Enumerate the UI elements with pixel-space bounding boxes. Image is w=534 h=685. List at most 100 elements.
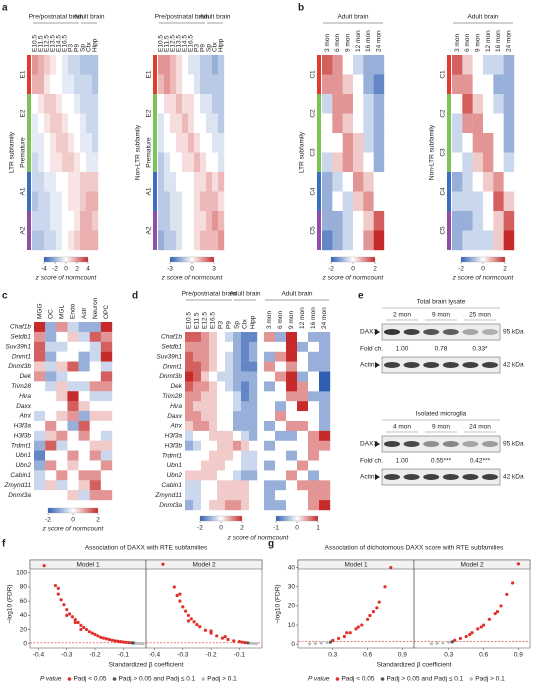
heatmap-cell xyxy=(206,172,213,192)
colorbar-tick-label: 0 xyxy=(190,266,194,273)
x-tick-label: -0.4 xyxy=(149,652,161,659)
heatmap-cell xyxy=(503,55,515,75)
y-axis-label: LTR subfamily xyxy=(9,131,16,173)
heatmap-cell xyxy=(56,172,63,192)
heatmap-cell xyxy=(233,490,242,501)
heatmap-cell xyxy=(363,172,374,192)
heatmap-cell xyxy=(67,440,79,451)
heatmap-cell xyxy=(353,230,364,251)
heatmap-cell xyxy=(158,74,165,95)
heatmap-cell xyxy=(185,351,194,362)
heatmap-cell xyxy=(264,401,276,412)
heatmap-cell xyxy=(332,230,343,251)
heatmap-cell xyxy=(363,94,374,114)
y-tick-label: 0 xyxy=(23,640,27,647)
column-label: Endo xyxy=(70,303,77,319)
heatmap-cell xyxy=(373,152,385,173)
heatmap-cell xyxy=(297,401,309,412)
heatmap-cell xyxy=(209,351,218,362)
heatmap-cell xyxy=(188,152,195,173)
heatmap-cell xyxy=(86,133,93,153)
heatmap-cell xyxy=(264,470,276,481)
heatmap-cell xyxy=(217,490,226,501)
heatmap-cell xyxy=(342,113,354,134)
heatmap-cell xyxy=(38,211,45,231)
heatmap-cell xyxy=(275,341,287,352)
row-label: Chaf1b xyxy=(10,324,31,331)
colorbar-tick-label: 0 xyxy=(71,517,75,524)
heatmap-cell xyxy=(193,440,202,451)
point xyxy=(198,625,202,629)
heatmap-cell xyxy=(56,411,68,422)
heatmap-cell xyxy=(241,430,250,441)
heatmap-cell xyxy=(363,74,374,95)
point xyxy=(135,641,140,645)
heatmap-cell xyxy=(78,322,90,333)
column-label: 12 mon xyxy=(485,30,492,52)
column-label: Sp xyxy=(234,321,241,329)
heatmap-cell xyxy=(34,341,46,352)
heatmap-cell xyxy=(201,470,210,481)
colorbar-caption: z score of normcount xyxy=(161,275,224,282)
heatmap-cell xyxy=(212,191,219,212)
heatmap-cell xyxy=(56,351,68,362)
heatmap-cell xyxy=(218,152,225,173)
heatmap-cell xyxy=(308,450,320,461)
y-tick-label: 40 xyxy=(20,612,28,619)
band-name: DAXX xyxy=(360,329,378,336)
colorbar xyxy=(275,515,319,522)
heatmap-cell xyxy=(164,191,171,212)
heatmap-cell xyxy=(86,172,93,192)
x-tick-label: -0.1 xyxy=(234,652,246,659)
point xyxy=(360,623,364,627)
y-tick-label: 60 xyxy=(20,598,28,605)
band-size: 95 kDa xyxy=(503,441,524,448)
x-tick-label: -0.2 xyxy=(205,652,217,659)
cluster-bar xyxy=(27,55,31,94)
heatmap-cell xyxy=(462,74,473,95)
heatmap-cell xyxy=(225,371,234,382)
heatmap-cell xyxy=(68,230,75,251)
heatmap-cell xyxy=(275,371,287,382)
heatmap-cell xyxy=(218,211,225,231)
column-label: 6 mon xyxy=(334,34,341,52)
heatmap-cell xyxy=(353,94,364,114)
heatmap-cell xyxy=(209,500,218,511)
legend-label: Padj > 0.1 xyxy=(207,676,237,683)
row-label: Setdb1 xyxy=(161,344,182,351)
heatmap-cell xyxy=(225,421,234,432)
group-label: Adult brain xyxy=(281,291,312,298)
heatmap-cell xyxy=(241,500,250,511)
heatmap-cell xyxy=(194,211,201,231)
heatmap-cell xyxy=(34,450,46,461)
point xyxy=(251,641,256,646)
heatmap-cell xyxy=(158,113,165,134)
heatmap-cell xyxy=(225,470,234,481)
column-label: P9 xyxy=(74,44,81,52)
heatmap-cell xyxy=(212,113,219,134)
heatmap-cell xyxy=(503,74,515,95)
y-tick-label: 0 xyxy=(291,641,295,648)
point xyxy=(138,641,142,646)
heatmap-cell xyxy=(56,191,63,212)
heatmap-cell xyxy=(332,152,343,173)
heatmap-cell xyxy=(201,490,210,501)
cluster-label: A2 xyxy=(146,226,153,234)
heatmap-cell xyxy=(286,391,298,402)
heatmap-cell xyxy=(194,113,201,134)
colorbar xyxy=(460,256,506,263)
heatmap-cell xyxy=(275,351,287,362)
heatmap-cell xyxy=(493,191,504,212)
heatmap-cell xyxy=(185,480,194,491)
heatmap-cell xyxy=(92,230,99,251)
column-label: 6 mon xyxy=(464,34,471,52)
heatmap-cell xyxy=(233,341,242,352)
point xyxy=(447,640,451,644)
cluster-label: Premature xyxy=(146,137,153,168)
column-label: P9 xyxy=(226,321,233,329)
heatmap-cell xyxy=(503,230,515,251)
heatmap-cell xyxy=(100,391,113,402)
y-tick-label: 10 xyxy=(288,622,296,629)
heatmap-cell xyxy=(193,411,202,422)
heatmap-cell xyxy=(193,460,202,471)
